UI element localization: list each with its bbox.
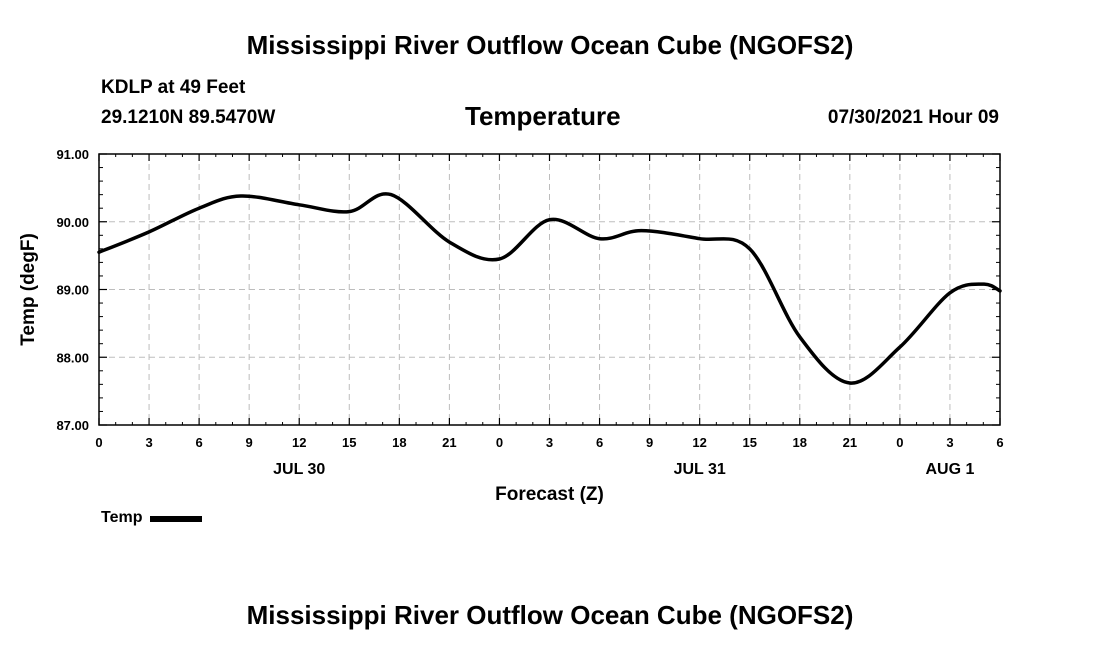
x-tick-label: 6 — [195, 435, 202, 450]
legend-label: Temp — [101, 509, 143, 526]
forecast-timestamp: 07/30/2021 Hour 09 — [827, 107, 999, 128]
y-tick-label: 88.00 — [56, 350, 89, 365]
x-axis-label: Forecast (Z) — [495, 484, 604, 505]
x-tick-label: 6 — [996, 435, 1003, 450]
x-tick-label: 3 — [946, 435, 953, 450]
x-tick-label: 9 — [246, 435, 253, 450]
x-tick-label: 12 — [292, 435, 306, 450]
legend-line-swatch — [150, 516, 203, 522]
temp-series-line — [97, 192, 1002, 385]
x-tick-label: 0 — [95, 435, 102, 450]
y-axis-label: Temp (degF) — [18, 233, 39, 346]
x-tick-label: 15 — [342, 435, 356, 450]
x-tick-label: 18 — [793, 435, 807, 450]
x-tick-label: 3 — [546, 435, 553, 450]
date-label: AUG 1 — [925, 461, 974, 478]
footer-title: Mississippi River Outflow Ocean Cube (NG… — [246, 600, 854, 630]
main-title: Mississippi River Outflow Ocean Cube (NG… — [246, 30, 854, 60]
x-tick-label: 21 — [442, 435, 456, 450]
x-tick-label: 0 — [496, 435, 503, 450]
date-label: JUL 30 — [273, 461, 325, 478]
station-coords: 29.1210N 89.5470W — [101, 107, 276, 128]
plot-title: Temperature — [465, 101, 621, 131]
x-tick-label: 12 — [692, 435, 706, 450]
x-tick-label: 18 — [392, 435, 406, 450]
station-name: KDLP at 49 Feet — [101, 77, 246, 98]
x-tick-label: 15 — [742, 435, 756, 450]
y-tick-label: 91.00 — [56, 147, 89, 162]
x-tick-label: 0 — [896, 435, 903, 450]
y-tick-label: 87.00 — [56, 418, 89, 433]
y-tick-label: 89.00 — [56, 283, 89, 298]
x-tick-label: 9 — [646, 435, 653, 450]
x-tick-label: 6 — [596, 435, 603, 450]
date-label: JUL 31 — [674, 461, 726, 478]
y-tick-label: 90.00 — [56, 215, 89, 230]
x-tick-label: 3 — [145, 435, 152, 450]
legend: Temp — [101, 509, 203, 527]
x-tick-label: 21 — [843, 435, 857, 450]
